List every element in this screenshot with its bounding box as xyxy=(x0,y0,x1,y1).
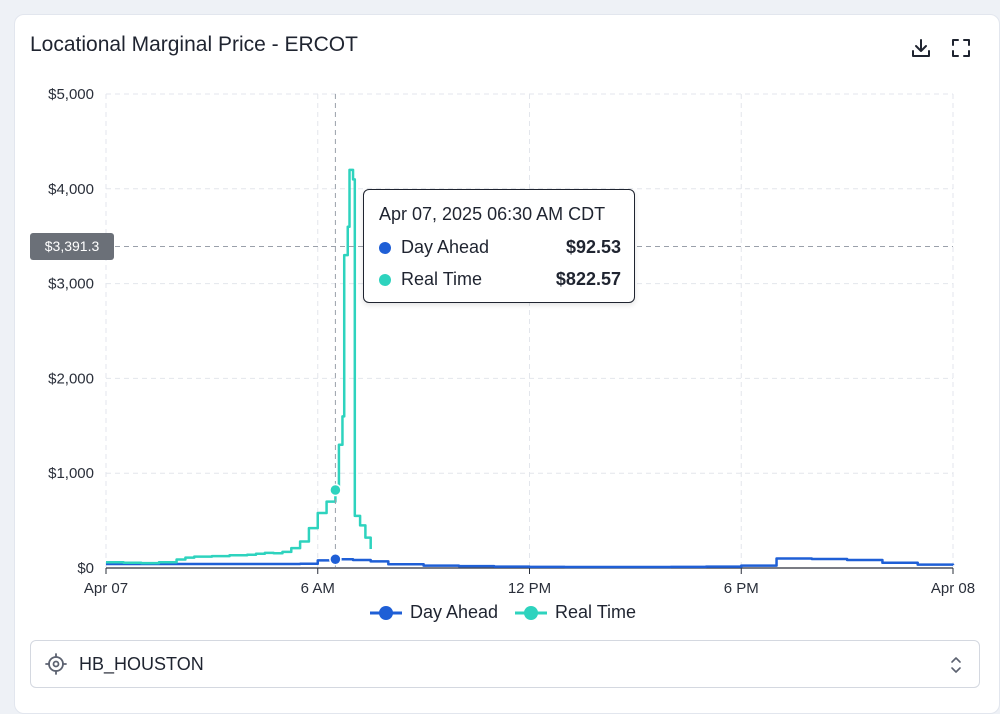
tooltip-row-real-time: Real Time $822.57 xyxy=(379,269,621,291)
series-line-day-ahead[interactable] xyxy=(106,557,955,569)
tooltip-label: Day Ahead xyxy=(401,237,490,257)
chart-axes: $0 $1,000 $2,000 $3,000 $4,000 $5,000 Apr 07 6 … xyxy=(48,86,975,597)
chart-card xyxy=(14,14,1000,714)
legend-item-day-ahead[interactable]: Day Ahead xyxy=(368,600,508,626)
tooltip-row-day-ahead: Day Ahead $92.53 xyxy=(379,237,621,259)
legend-label: Day Ahead xyxy=(410,602,499,622)
y-tick-label: $4,000 xyxy=(48,181,94,198)
tooltip-value: $92.53 xyxy=(565,237,621,257)
x-tick-label: Apr 07 xyxy=(84,580,128,597)
y-tick-label: $0 xyxy=(77,560,94,577)
x-tick-label: Apr 08 xyxy=(931,580,975,597)
tooltip-value: $822.57 xyxy=(555,269,621,289)
hover-marker-real-time xyxy=(329,483,342,497)
x-tick-label: 12 PM xyxy=(508,580,551,597)
x-tick-label: 6 PM xyxy=(724,580,759,597)
chart-tooltip: Apr 07, 2025 06:30 AM CDT Day Ahead $92.… xyxy=(363,189,635,303)
crosshair-y-label: $3,391.3 xyxy=(30,233,114,260)
location-target-icon xyxy=(45,653,67,675)
y-tick-label: $5,000 xyxy=(48,86,94,103)
real-time-dot-icon xyxy=(379,274,391,286)
chart-legend: Day Ahead Real Time xyxy=(0,600,1000,626)
download-icon[interactable] xyxy=(909,36,933,60)
day-ahead-legend-icon xyxy=(370,606,402,620)
selector-value: HB_HOUSTON xyxy=(79,654,204,674)
hover-marker-day-ahead xyxy=(329,552,342,566)
fullscreen-icon[interactable] xyxy=(949,36,973,60)
line-chart[interactable]: $0 $1,000 $2,000 $3,000 $4,000 $5,000 Apr 07 6 … xyxy=(0,0,1000,640)
x-tick-label: 6 AM xyxy=(301,580,335,597)
chart-series xyxy=(106,168,955,569)
legend-item-real-time[interactable]: Real Time xyxy=(513,600,653,626)
tooltip-title: Apr 07, 2025 06:30 AM CDT xyxy=(379,204,606,224)
chevron-up-down-icon xyxy=(951,657,961,673)
legend-label: Real Time xyxy=(555,602,637,622)
node-selector[interactable]: HB_HOUSTON xyxy=(30,640,980,688)
y-tick-label: $1,000 xyxy=(48,465,94,482)
tooltip-label: Real Time xyxy=(401,269,483,289)
chart-title: Locational Marginal Price - ERCOT xyxy=(30,33,358,56)
y-tick-label: $2,000 xyxy=(48,370,94,387)
chart-grid xyxy=(105,93,954,569)
series-line-real-time[interactable] xyxy=(106,168,372,565)
real-time-legend-icon xyxy=(515,606,547,620)
y-tick-label: $3,000 xyxy=(48,276,94,293)
day-ahead-dot-icon xyxy=(379,242,391,254)
